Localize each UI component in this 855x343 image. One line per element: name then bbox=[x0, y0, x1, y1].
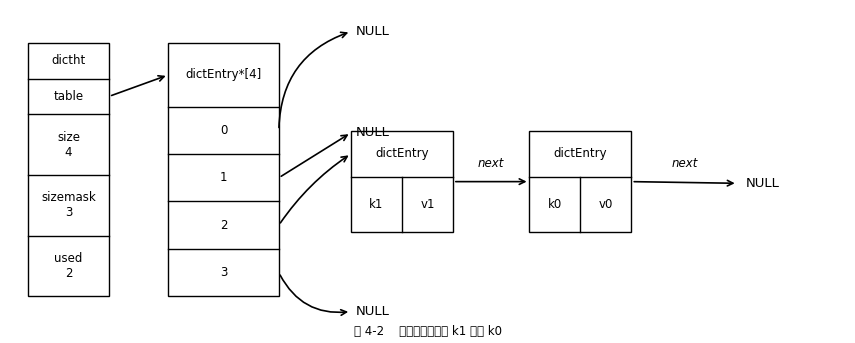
Text: 3: 3 bbox=[220, 266, 227, 279]
Text: next: next bbox=[478, 156, 504, 169]
Bar bbox=[529, 131, 631, 232]
Bar bbox=[168, 43, 279, 296]
Text: NULL: NULL bbox=[746, 177, 780, 190]
Text: dictEntry: dictEntry bbox=[375, 147, 429, 160]
Text: k1: k1 bbox=[369, 198, 384, 211]
Text: 0: 0 bbox=[220, 124, 227, 137]
Text: dictEntry: dictEntry bbox=[553, 147, 607, 160]
Text: dictEntry*[4]: dictEntry*[4] bbox=[186, 68, 262, 81]
Text: 1: 1 bbox=[220, 171, 227, 184]
Text: v0: v0 bbox=[598, 198, 613, 211]
Text: 图 4-2    连接在一起的键 k1 和键 k0: 图 4-2 连接在一起的键 k1 和键 k0 bbox=[353, 325, 502, 338]
Text: next: next bbox=[671, 156, 698, 169]
Text: NULL: NULL bbox=[356, 25, 389, 38]
Text: v1: v1 bbox=[421, 198, 434, 211]
Text: NULL: NULL bbox=[356, 126, 389, 139]
Text: NULL: NULL bbox=[356, 305, 389, 318]
Text: size
4: size 4 bbox=[57, 130, 80, 158]
Text: dictht: dictht bbox=[51, 55, 86, 68]
Bar bbox=[351, 131, 453, 232]
Bar bbox=[28, 43, 109, 296]
Text: 2: 2 bbox=[220, 219, 227, 232]
Text: sizemask
3: sizemask 3 bbox=[41, 191, 96, 219]
Text: used
2: used 2 bbox=[55, 252, 83, 280]
Text: table: table bbox=[54, 90, 84, 103]
Text: k0: k0 bbox=[548, 198, 562, 211]
